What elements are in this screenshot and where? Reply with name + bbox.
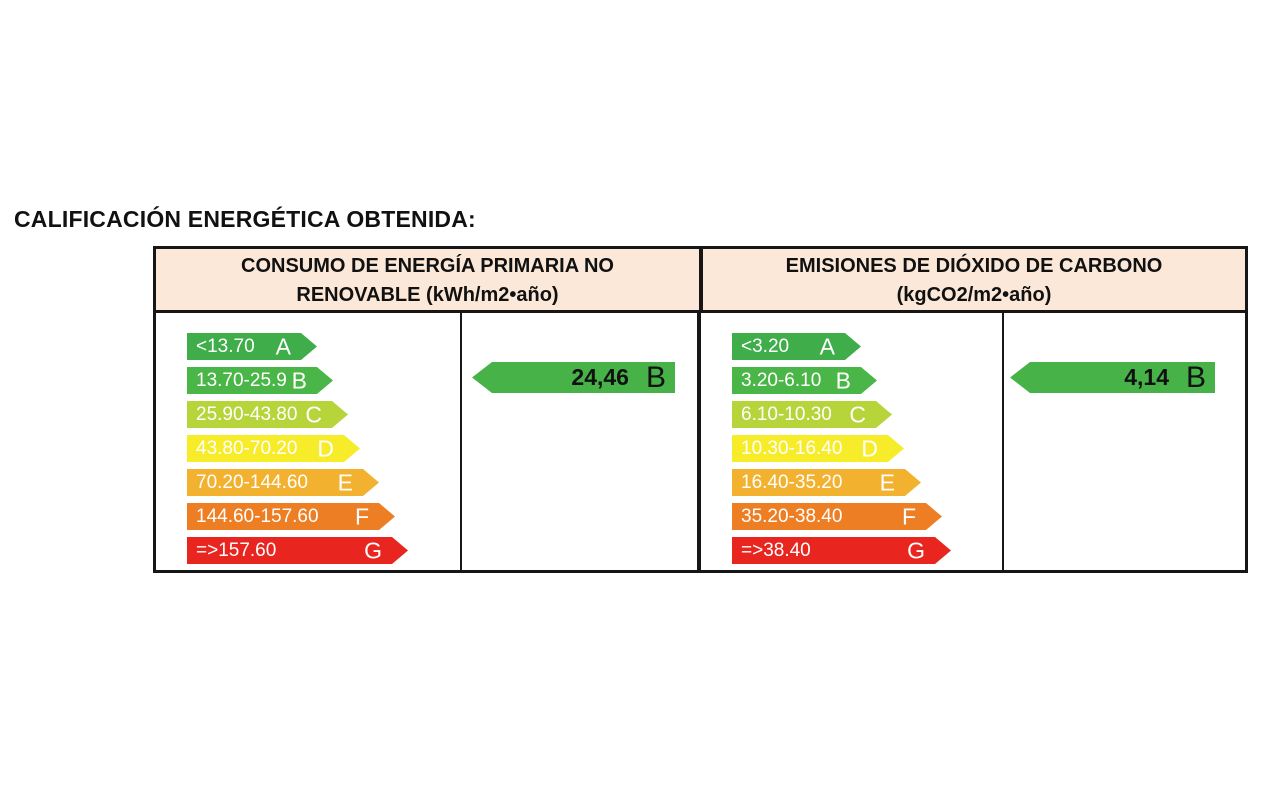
band-range-label: 25.90-43.80 — [196, 403, 298, 425]
band-range-label: <3.20 — [741, 335, 790, 357]
band-range-label: 6.10-10.30 — [741, 403, 832, 425]
emisiones-rating-letter: B — [1185, 361, 1206, 394]
band-letter: C — [849, 401, 866, 427]
rating-band-F: 144.60-157.60 F — [187, 503, 395, 530]
band-letter: D — [861, 435, 878, 461]
consumo-rating-letter: B — [645, 361, 666, 394]
band-letter: A — [819, 333, 835, 359]
band-range-label: =>38.40 — [741, 539, 811, 561]
table-header-row: CONSUMO DE ENERGÍA PRIMARIA NO RENOVABLE… — [156, 249, 1245, 313]
band-letter: F — [354, 503, 369, 529]
rating-band-D: 10.30-16.40 D — [732, 435, 904, 462]
band-letter: G — [907, 537, 925, 563]
band-letter: A — [275, 333, 291, 359]
header-consumo-line2: RENOVABLE (kWh/m2•año) — [296, 284, 559, 306]
header-emisiones-line1: EMISIONES DE DIÓXIDO DE CARBONO — [785, 255, 1163, 277]
page-title: CALIFICACIÓN ENERGÉTICA OBTENIDA: — [14, 206, 476, 232]
band-letter: B — [835, 367, 851, 393]
energy-rating-table: CONSUMO DE ENERGÍA PRIMARIA NO RENOVABLE… — [153, 246, 1248, 573]
rating-band-E: 70.20-144.60 E — [187, 469, 379, 496]
rating-band-D: 43.80-70.20 D — [187, 435, 360, 462]
band-range-label: 35.20-38.40 — [741, 505, 843, 527]
scale-consumo: <13.70 A 13.70-25.9 B 25.90-43.80 C 43.80-70.2… — [156, 313, 462, 571]
consumo-value: 24,46 — [571, 364, 629, 390]
band-range-label: 70.20-144.60 — [196, 471, 308, 493]
rating-band-B: 3.20-6.10 B — [732, 367, 877, 394]
band-range-label: 43.80-70.20 — [196, 437, 298, 459]
rating-band-G: =>38.40 G — [732, 537, 951, 564]
band-range-label: 16.40-35.20 — [741, 471, 843, 493]
value-cell-consumo: 24,46 B — [462, 313, 701, 571]
table-body-row: <13.70 A 13.70-25.9 B 25.90-43.80 C 43.80-70.2… — [156, 313, 1245, 571]
rating-band-F: 35.20-38.40 F — [732, 503, 942, 530]
rating-band-E: 16.40-35.20 E — [732, 469, 921, 496]
band-range-label: 13.70-25.9 — [196, 369, 287, 391]
rating-band-A: <13.70 A — [187, 333, 317, 360]
header-consumo: CONSUMO DE ENERGÍA PRIMARIA NO RENOVABLE… — [156, 249, 703, 310]
header-emisiones: EMISIONES DE DIÓXIDO DE CARBONO (kgCO2/m… — [703, 249, 1245, 310]
band-letter: C — [305, 401, 322, 427]
band-letter: E — [879, 469, 895, 495]
band-range-label: =>157.60 — [196, 539, 277, 561]
band-range-label: 144.60-157.60 — [196, 505, 319, 527]
emisiones-value-arrow: 4,14 B — [1010, 362, 1215, 393]
band-letter: E — [337, 469, 353, 495]
header-emisiones-line2: (kgCO2/m2•año) — [896, 284, 1052, 306]
rating-band-C: 6.10-10.30 C — [732, 401, 892, 428]
band-range-label: <13.70 — [196, 335, 255, 357]
header-consumo-line1: CONSUMO DE ENERGÍA PRIMARIA NO — [241, 255, 614, 277]
band-letter: D — [317, 435, 334, 461]
band-range-label: 10.30-16.40 — [741, 437, 843, 459]
band-letter: B — [291, 367, 307, 393]
scale-emisiones: <3.20 A 3.20-6.10 B 6.10-10.30 C 10.30-16.40 D 1… — [701, 313, 1004, 571]
band-letter: F — [901, 503, 916, 529]
rating-band-B: 13.70-25.9 B — [187, 367, 333, 394]
emisiones-value: 4,14 — [1124, 364, 1169, 390]
value-cell-emisiones: 4,14 B — [1004, 313, 1245, 571]
band-range-label: 3.20-6.10 — [741, 369, 822, 391]
consumo-value-arrow: 24,46 B — [472, 362, 675, 393]
rating-band-G: =>157.60 G — [187, 537, 408, 564]
rating-band-C: 25.90-43.80 C — [187, 401, 348, 428]
rating-band-A: <3.20 A — [732, 333, 861, 360]
band-letter: G — [364, 537, 382, 563]
